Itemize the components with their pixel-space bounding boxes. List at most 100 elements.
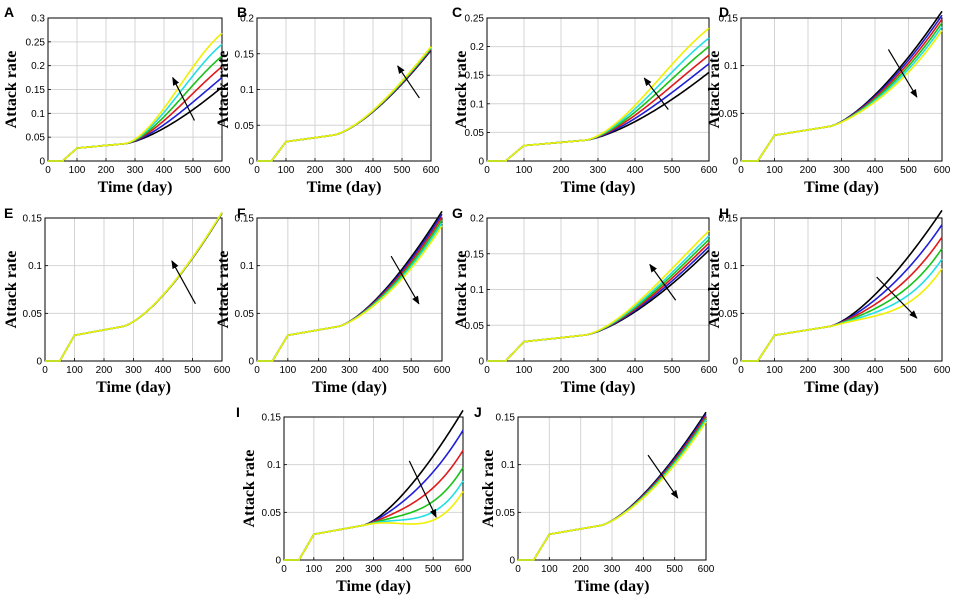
x-tick-label: 500 [425, 564, 442, 575]
x-tick-label: 300 [127, 165, 144, 176]
x-tick-label: 500 [394, 165, 411, 176]
x-tick-label: 100 [766, 165, 783, 176]
y-axis-label: Attack rate [3, 251, 20, 329]
y-tick-label: 0.15 [26, 85, 46, 96]
trend-arrow [649, 263, 677, 301]
trend-arrow [887, 49, 918, 98]
y-tick-label: 0.15 [719, 214, 739, 225]
x-tick-label: 300 [590, 165, 607, 176]
x-tick-label: 0 [42, 365, 48, 376]
x-tick-label: 100 [516, 365, 533, 376]
x-tick-label: 0 [45, 165, 51, 176]
y-tick-label: 0.25 [465, 14, 485, 25]
series-line-yellow [284, 490, 464, 561]
x-tick-label: 300 [833, 165, 850, 176]
panel-label: I [236, 404, 240, 420]
y-tick-label: 0.1 [501, 460, 515, 471]
y-tick-label: 0.05 [262, 508, 282, 519]
x-tick-label: 0 [484, 165, 490, 176]
x-tick-label: 600 [214, 165, 231, 176]
x-tick-label: 300 [365, 564, 382, 575]
y-tick-label: 0.25 [26, 37, 46, 48]
trend-arrow [408, 460, 437, 518]
y-tick-label: 0 [732, 357, 738, 368]
x-tick-label: 400 [867, 365, 884, 376]
x-tick-label: 500 [185, 165, 202, 176]
y-tick-label: 0.1 [240, 85, 254, 96]
x-axis-label: Time (day) [561, 379, 636, 396]
trend-arrow [397, 65, 420, 99]
x-tick-label: 200 [307, 165, 324, 176]
x-tick-label: 600 [934, 165, 951, 176]
x-axis-label: Time (day) [336, 578, 411, 595]
plot-frame [44, 217, 223, 362]
series-line-yellow [48, 32, 223, 162]
y-tick-label: 0.1 [28, 261, 42, 272]
x-tick-label: 100 [305, 564, 322, 575]
x-tick-label: 300 [833, 365, 850, 376]
panel-D: D 0 100 200 300 400 500 600 0 0.05 0.1 0.15 Time (da… [706, 4, 951, 196]
y-tick-label: 0.15 [262, 413, 282, 424]
y-axis-label: Attack rate [453, 251, 470, 329]
x-axis-label: Time (day) [575, 578, 650, 595]
panel-A: A 0 100 200 300 400 500 600 0 0.05 0.1 0.15 0.2 0.25 0… [3, 4, 231, 196]
series-line-yellow [487, 230, 710, 362]
x-tick-label: 400 [395, 564, 412, 575]
series-line-yellow [257, 225, 443, 362]
x-tick-label: 100 [278, 165, 295, 176]
y-tick-label: 0.1 [240, 261, 254, 272]
trend-arrow [171, 260, 196, 305]
panel-label: G [452, 205, 463, 221]
y-tick-label: 0.1 [470, 99, 484, 110]
x-tick-label: 0 [254, 165, 260, 176]
x-tick-label: 100 [279, 365, 296, 376]
y-axis-label: Attack rate [706, 51, 723, 129]
y-tick-label: 0.1 [470, 285, 484, 296]
y-tick-label: 0.05 [235, 309, 255, 320]
y-tick-label: 0 [39, 157, 45, 168]
x-tick-label: 600 [701, 365, 718, 376]
plot-frame [517, 416, 707, 561]
y-tick-label: 0.2 [31, 61, 45, 72]
x-tick-label: 0 [515, 564, 521, 575]
y-axis-label: Attack rate [215, 51, 232, 129]
x-tick-label: 400 [627, 365, 644, 376]
x-axis-label: Time (day) [98, 179, 173, 196]
x-axis-label: Time (day) [307, 179, 382, 196]
x-tick-label: 100 [541, 564, 558, 575]
x-tick-label: 100 [69, 165, 86, 176]
x-tick-label: 600 [214, 365, 231, 376]
y-tick-label: 0.15 [496, 413, 516, 424]
y-tick-label: 0.05 [26, 133, 46, 144]
x-tick-label: 400 [635, 564, 652, 575]
panel-E: E 0 100 200 300 400 500 600 0 0.05 0.1 0.15 Time (da… [3, 205, 231, 396]
trend-arrow [172, 76, 195, 121]
y-axis-label: Attack rate [706, 251, 723, 329]
y-tick-label: 0.2 [470, 214, 484, 225]
x-tick-label: 400 [372, 365, 389, 376]
x-tick-label: 0 [254, 365, 260, 376]
x-tick-label: 200 [98, 165, 115, 176]
panel-label: A [4, 4, 14, 20]
y-tick-label: 0.15 [235, 214, 255, 225]
y-tick-label: 0.15 [465, 249, 485, 260]
x-tick-label: 400 [155, 365, 172, 376]
x-tick-label: 200 [572, 564, 589, 575]
y-tick-label: 0 [509, 556, 515, 567]
x-tick-label: 0 [738, 165, 744, 176]
series-line-yellow [741, 29, 943, 162]
y-tick-label: 0.05 [719, 309, 739, 320]
y-axis-label: Attack rate [480, 450, 497, 528]
x-tick-label: 500 [900, 365, 917, 376]
x-tick-label: 300 [341, 365, 358, 376]
series-line-yellow [257, 46, 432, 162]
x-axis-label: Time (day) [96, 379, 171, 396]
y-tick-label: 0 [478, 157, 484, 168]
x-tick-label: 200 [335, 564, 352, 575]
x-tick-label: 200 [800, 165, 817, 176]
x-tick-label: 400 [627, 165, 644, 176]
x-tick-label: 600 [934, 365, 951, 376]
x-axis-label: Time (day) [312, 379, 387, 396]
y-axis-label: Attack rate [453, 51, 470, 129]
x-tick-label: 600 [701, 165, 718, 176]
